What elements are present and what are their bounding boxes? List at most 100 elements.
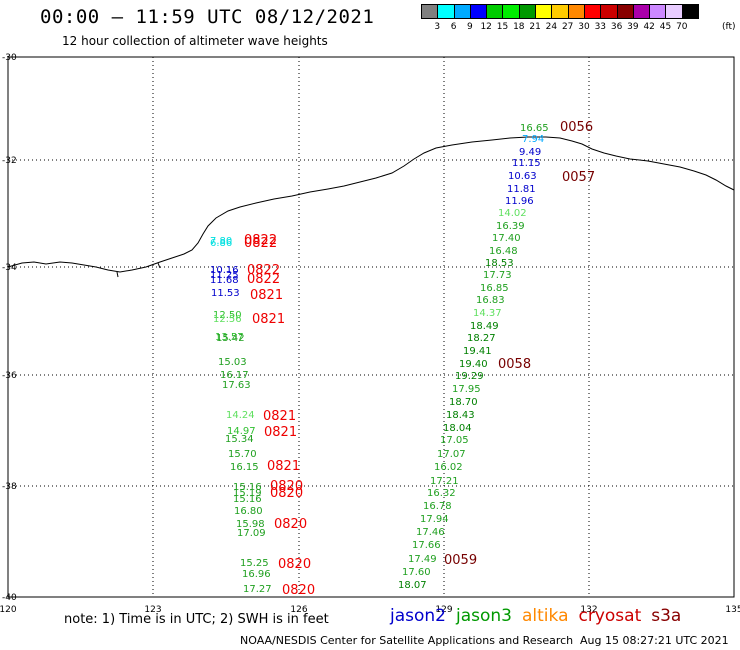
satellite-legend: jason2 jason3 altika cryosat s3a bbox=[390, 606, 681, 626]
swh-value: 16.78 bbox=[423, 501, 452, 512]
legend-unit: (ft) bbox=[722, 22, 736, 32]
legend-label: 3 bbox=[434, 22, 441, 32]
swh-value: 14.97 bbox=[227, 426, 256, 437]
coast-ticks bbox=[116, 262, 161, 278]
pass-time-label: 0058 bbox=[498, 357, 531, 372]
swh-value: 16.39 bbox=[496, 221, 525, 232]
swh-value: 18.70 bbox=[449, 397, 478, 408]
coast-tick bbox=[157, 262, 161, 269]
coastline bbox=[7, 136, 735, 273]
swh-value: 14.37 bbox=[473, 308, 502, 319]
swh-value: 12.56 bbox=[213, 314, 242, 325]
swh-value: 17.40 bbox=[492, 233, 521, 244]
pass-time-label: 0056 bbox=[560, 120, 593, 135]
swh-value: 7.94 bbox=[522, 134, 544, 145]
swh-value: 17.73 bbox=[483, 270, 512, 281]
swh-value: 18.27 bbox=[467, 333, 496, 344]
legend-label: 33 bbox=[594, 22, 607, 32]
swh-value: 16.02 bbox=[434, 462, 463, 473]
legend-labels: (ft) 3 6 9 12 15 18 21 24 27 30 33 36 39 42 45 70 bbox=[421, 22, 735, 34]
swh-value: 15.16 bbox=[233, 482, 262, 493]
legend-label: 15 bbox=[496, 22, 509, 32]
swh-value: 17.46 bbox=[416, 527, 445, 538]
swh-value: 15.98 bbox=[236, 519, 265, 530]
pass-time-label: 0822 bbox=[247, 263, 280, 278]
swh-value: 16.32 bbox=[427, 488, 456, 499]
legend-label: 70 bbox=[676, 22, 688, 32]
latitude-label: -38 bbox=[2, 482, 17, 492]
swh-value: 16.96 bbox=[242, 569, 271, 580]
swh-value: 15.03 bbox=[218, 357, 247, 368]
swh-value: 10.16 bbox=[210, 265, 239, 276]
swh-value: 15.25 bbox=[240, 558, 269, 569]
swh-value: 17.63 bbox=[222, 380, 251, 391]
legend-label: 6 bbox=[450, 22, 457, 32]
swh-value: 18.43 bbox=[446, 410, 475, 421]
legend-label: 36 bbox=[610, 22, 623, 32]
longitude-labels: 120 123 126 129 132 135 bbox=[0, 605, 740, 615]
legend-label: 42 bbox=[643, 22, 655, 32]
swh-value: 11.53 bbox=[211, 288, 240, 299]
latitude-label: -36 bbox=[2, 371, 17, 381]
pass-time-label: 0821 bbox=[263, 409, 296, 424]
legend-label: 21 bbox=[529, 22, 541, 32]
latitude-labels: -30 -32 -34 -36 -38 -40 bbox=[2, 53, 17, 603]
swh-value: 15.16 bbox=[233, 494, 262, 505]
swh-value: 15.19 bbox=[233, 488, 262, 499]
swh-value: 17.07 bbox=[437, 449, 466, 460]
pass-time-label: 0821 bbox=[250, 288, 283, 303]
pass-time-label: 0057 bbox=[562, 170, 595, 185]
legend-label: 30 bbox=[578, 22, 590, 32]
legend-label: 27 bbox=[561, 22, 574, 32]
pass-time-label: 0821 bbox=[252, 312, 285, 327]
longitude-label: 126 bbox=[290, 605, 307, 615]
swh-value: 13.57 bbox=[215, 332, 244, 343]
pass-time-label: 0820 bbox=[270, 479, 303, 494]
swh-value: 16.85 bbox=[480, 283, 509, 294]
satellite-cryosat: cryosat bbox=[578, 606, 642, 626]
swh-value: 15.34 bbox=[225, 434, 254, 445]
swh-value: 18.04 bbox=[443, 423, 472, 434]
swh-value: 9.49 bbox=[519, 147, 541, 158]
latitude-label: -30 bbox=[2, 53, 17, 63]
longitude-label: 129 bbox=[435, 605, 452, 615]
latitude-label: -34 bbox=[2, 263, 17, 273]
west-track-times: 0822082208220822082108210821082108210820… bbox=[244, 233, 315, 598]
east-track-times: 0056 0057 0058 0059 bbox=[444, 120, 595, 568]
swh-value: 14.24 bbox=[226, 410, 255, 421]
pass-time-label: 0820 bbox=[274, 517, 307, 532]
graticule bbox=[8, 57, 734, 597]
latitude-label: -32 bbox=[2, 156, 17, 166]
swh-value: 17.60 bbox=[402, 567, 431, 578]
legend-label: 18 bbox=[513, 22, 525, 32]
swh-value: 11.25 bbox=[210, 270, 239, 281]
legend-swatches bbox=[421, 4, 700, 19]
map-title: 00:00 – 11:59 UTC 08/12/2021 bbox=[40, 6, 375, 28]
swh-value: 17.09 bbox=[237, 528, 266, 539]
legend-label: 9 bbox=[467, 22, 473, 32]
map-frame bbox=[7, 56, 735, 598]
swh-value: 12.50 bbox=[213, 310, 242, 321]
longitude-label: 123 bbox=[144, 605, 161, 615]
legend-label: 12 bbox=[480, 22, 492, 32]
legend-label: 24 bbox=[545, 22, 558, 32]
satellite-jason3: jason3 bbox=[456, 606, 512, 626]
pass-time-label: 0822 bbox=[244, 233, 277, 248]
satellite-altika: altika bbox=[522, 606, 569, 626]
swh-value: 15.70 bbox=[228, 449, 257, 460]
swh-value: 16.80 bbox=[234, 506, 263, 517]
satellite-jason2: jason2 bbox=[390, 606, 446, 626]
legend-swatch bbox=[681, 4, 700, 19]
footer-timestamp: Aug 15 08:27:21 UTC 2021 bbox=[580, 634, 729, 647]
swh-value: 17.94 bbox=[420, 514, 449, 525]
swh-value: 18.53 bbox=[485, 258, 514, 269]
longitude-label: 132 bbox=[580, 605, 597, 615]
swh-value: 16.65 bbox=[520, 123, 549, 134]
pass-time-label: 0821 bbox=[264, 425, 297, 440]
swh-value: 16.15 bbox=[230, 462, 259, 473]
pass-time-label: 0059 bbox=[444, 553, 477, 568]
coast-tick bbox=[116, 271, 119, 278]
